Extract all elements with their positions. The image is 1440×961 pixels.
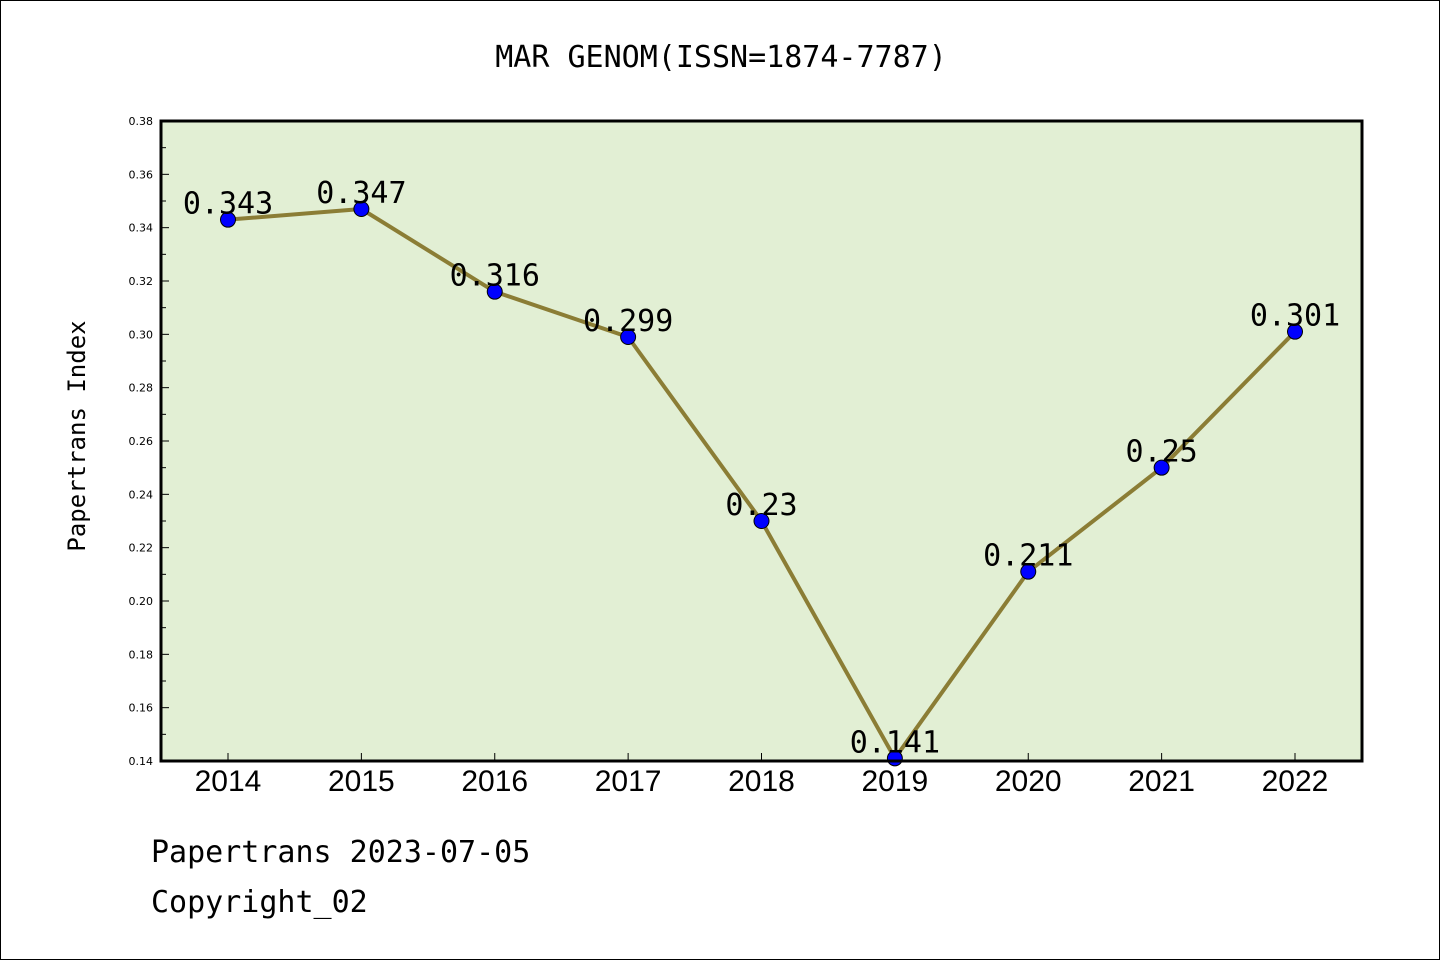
y-tick-label: 0.20 — [129, 595, 154, 608]
data-label: 0.23 — [725, 488, 797, 523]
x-tick-label: 2016 — [461, 765, 528, 798]
x-tick-label: 2020 — [995, 765, 1062, 798]
data-point — [1020, 563, 1037, 580]
x-tick-label: 2018 — [728, 765, 795, 798]
y-tick-label: 0.30 — [129, 328, 154, 341]
footer-date-text: Papertrans 2023-07-05 — [151, 835, 531, 870]
x-tick-label: 2019 — [862, 765, 929, 798]
y-tick-label: 0.32 — [129, 275, 154, 288]
y-tick-label: 0.16 — [129, 702, 154, 715]
data-label: 0.316 — [450, 259, 540, 294]
plot-border — [159, 119, 1364, 763]
y-tick-label: 0.38 — [129, 115, 154, 128]
y-tick-label: 0.28 — [129, 382, 154, 395]
data-point — [220, 211, 236, 228]
chart-title: MAR GENOM(ISSN=1874-7787) — [495, 40, 947, 75]
x-tick-label: 2015 — [328, 765, 395, 798]
x-tick-label: 2017 — [595, 765, 662, 798]
data-label: 0.211 — [983, 539, 1073, 574]
y-tick-label: 0.34 — [129, 222, 154, 235]
data-label: 0.343 — [183, 187, 273, 222]
x-tick-label: 2022 — [1262, 765, 1329, 798]
data-point — [620, 329, 637, 345]
data-label: 0.347 — [316, 176, 406, 211]
data-point — [353, 201, 370, 217]
x-tick-label: 2014 — [195, 765, 262, 798]
footer-copyright-text: Copyright_02 — [151, 885, 368, 920]
data-point — [753, 513, 770, 529]
y-tick-label: 0.18 — [129, 648, 154, 661]
data-point — [486, 283, 503, 300]
data-label: 0.25 — [1126, 435, 1198, 470]
x-tick-label: 2021 — [1128, 765, 1195, 798]
data-point — [1153, 459, 1170, 476]
y-tick-label: 0.36 — [129, 168, 154, 181]
data-point — [1287, 323, 1303, 340]
plot-area — [161, 121, 1362, 761]
data-label: 0.141 — [850, 725, 940, 760]
y-tick-label: 0.24 — [129, 488, 154, 501]
y-axis-label: Papertrans Index — [63, 320, 91, 551]
data-label: 0.301 — [1250, 299, 1340, 334]
y-tick-label: 0.26 — [129, 435, 154, 448]
y-tick-label: 0.14 — [129, 755, 154, 768]
y-tick-label: 0.22 — [129, 542, 154, 555]
data-label: 0.299 — [583, 304, 673, 339]
